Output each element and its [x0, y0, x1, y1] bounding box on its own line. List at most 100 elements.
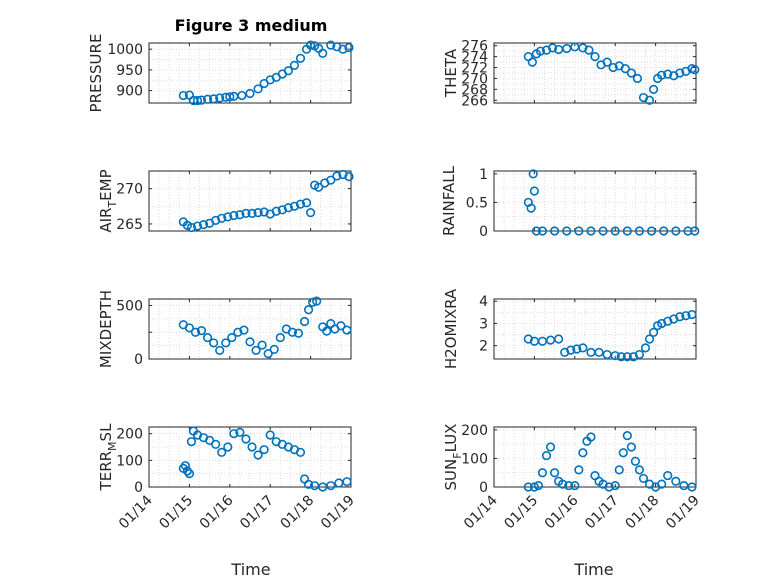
- data-point: [626, 442, 636, 452]
- data-point: [202, 332, 213, 343]
- data-point: [253, 450, 263, 460]
- y-tick-label: 0: [479, 224, 488, 240]
- data-point: [247, 442, 257, 452]
- data-point: [186, 222, 197, 233]
- data-point: [602, 349, 612, 360]
- data-point: [541, 45, 552, 55]
- y-axis-label-text: RAINFALL: [440, 165, 458, 236]
- data-point: [342, 477, 352, 487]
- data-point: [663, 69, 673, 79]
- y-tick-label: 4: [479, 294, 488, 310]
- data-point: [657, 70, 667, 80]
- data-point: [237, 90, 247, 101]
- data-point: [186, 437, 197, 447]
- x-tick-label: 01/14: [116, 492, 156, 532]
- y-axis-label-subscript: M: [106, 441, 119, 451]
- y-axis-label-text: THETA: [442, 48, 460, 98]
- data-point: [202, 94, 213, 104]
- data-point: [263, 349, 273, 359]
- data-point: [586, 432, 596, 442]
- data-point: [275, 332, 285, 343]
- data-point: [247, 208, 257, 218]
- data-point: [283, 66, 293, 76]
- data-point: [303, 479, 314, 489]
- data-point: [529, 482, 540, 492]
- data-point: [586, 226, 596, 236]
- data-point: [192, 95, 203, 106]
- data-point: [209, 94, 219, 104]
- data-point: [198, 220, 209, 230]
- data-point: [322, 326, 332, 336]
- data-point: [334, 478, 344, 488]
- data-point: [338, 169, 348, 180]
- y-tick-label: 1: [479, 167, 488, 183]
- y-axis-label-text: TERR: [97, 451, 115, 492]
- data-point: [221, 338, 231, 348]
- data-point: [598, 226, 608, 236]
- data-point: [634, 226, 645, 236]
- data-point: [638, 473, 649, 484]
- data-point: [235, 427, 245, 437]
- data-point: [675, 312, 685, 322]
- data-point: [590, 52, 600, 62]
- data-point: [535, 46, 546, 56]
- data-point: [265, 430, 275, 440]
- data-point: [289, 201, 300, 211]
- data-point: [622, 430, 632, 441]
- data-point: [572, 344, 582, 354]
- data-point: [312, 296, 322, 306]
- data-point: [184, 469, 194, 479]
- data-point: [299, 316, 310, 327]
- subplot-sunflux: 0 100 200 01/14 01/15 01/16 01/17 01/18 01/19 SUN…: [442, 423, 703, 533]
- x-tick-label: 01/18: [278, 493, 318, 533]
- y-tick-label: 274: [461, 50, 488, 66]
- data-point: [610, 351, 620, 361]
- data-point: [574, 465, 584, 475]
- x-tick-label: 01/16: [197, 492, 237, 532]
- data-point: [663, 316, 673, 326]
- data-point: [529, 186, 540, 196]
- data-point: [690, 226, 700, 236]
- data-point: [283, 203, 293, 213]
- y-tick-label: 0: [134, 352, 143, 368]
- y-axis-label: TERRMSL: [97, 423, 119, 492]
- data-point: [584, 45, 594, 55]
- y-axis-label: THETA: [442, 48, 460, 98]
- data-point: [675, 68, 685, 78]
- data-point: [545, 335, 556, 345]
- data-point: [574, 226, 584, 236]
- x-tick-label: 01/17: [237, 493, 277, 533]
- data-point: [537, 336, 548, 346]
- data-point: [332, 171, 342, 181]
- data-point: [671, 476, 681, 486]
- data-point: [295, 199, 306, 209]
- data-point: [241, 208, 251, 218]
- data-point: [620, 64, 630, 74]
- data-point: [570, 480, 580, 491]
- data-point: [235, 210, 245, 220]
- data-point: [560, 347, 570, 357]
- data-point: [344, 172, 354, 182]
- data-point: [578, 343, 588, 353]
- data-point: [644, 95, 655, 105]
- x-tick-label: 01/15: [156, 493, 196, 533]
- data-point: [690, 65, 700, 75]
- data-point: [326, 175, 336, 185]
- data-point: [644, 334, 655, 344]
- data-point: [554, 334, 564, 344]
- data-point: [634, 465, 645, 475]
- subplot-rainfall: 0 0.5 1 RAINFALL: [440, 165, 700, 240]
- data-point: [526, 203, 536, 213]
- data-point: [336, 321, 346, 331]
- y-axis-label: SUNFLUX: [442, 424, 464, 491]
- x-axis-label-right: Time: [573, 560, 613, 579]
- data-point: [211, 439, 221, 449]
- y-axis-label-text: AIR: [97, 208, 115, 233]
- data-point: [630, 456, 641, 466]
- data-point: [190, 327, 201, 337]
- data-point: [622, 352, 632, 362]
- data-point: [594, 347, 604, 357]
- data-point: [545, 442, 556, 452]
